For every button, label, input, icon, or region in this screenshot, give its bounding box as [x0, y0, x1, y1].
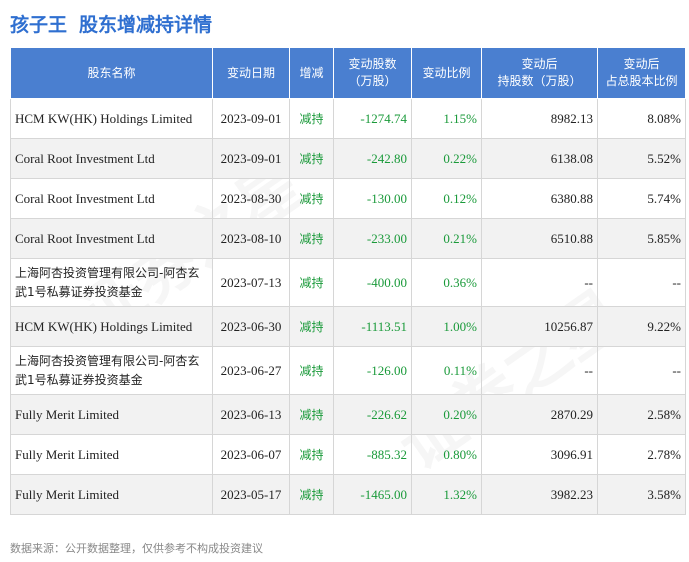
holder-name-cell: Coral Root Investment Ltd [10, 138, 213, 179]
stock-name: 孩子王 [10, 13, 68, 36]
holder-name-cell: Fully Merit Limited [10, 394, 213, 435]
change-ratio-cell: 0.36% [411, 258, 482, 307]
table-row[interactable]: Fully Merit Limited 2023-05-17 减持 -1465.00 1… [10, 474, 686, 515]
shares-after-cell: 10256.87 [481, 306, 598, 347]
change-date-cell: 2023-09-01 [212, 138, 290, 179]
change-shares-cell: -242.80 [333, 138, 412, 179]
change-ratio-cell: 0.11% [411, 346, 482, 395]
change-type-cell: 减持 [289, 434, 334, 475]
change-date-cell: 2023-07-13 [212, 258, 290, 307]
change-shares-cell: -1113.51 [333, 306, 412, 347]
change-type-cell: 减持 [289, 178, 334, 219]
change-shares-cell: -1465.00 [333, 474, 412, 515]
pct-after-cell: 8.08% [597, 98, 686, 139]
table-header-row: 股东名称 变动日期 增减 变动股数 （万股） 变动比例 变动后 持股数（万股） 变动… [10, 47, 686, 99]
change-type-cell: 减持 [289, 394, 334, 435]
change-type-cell: 减持 [289, 346, 334, 395]
change-ratio-cell: 0.22% [411, 138, 482, 179]
table-row[interactable]: 上海阿杏投资管理有限公司-阿杏玄武1号私募证券投资基金 2023-06-27 减持 -… [10, 346, 686, 395]
change-shares-cell: -233.00 [333, 218, 412, 259]
holder-name-cell: Coral Root Investment Ltd [10, 218, 213, 259]
shares-after-cell: 2870.29 [481, 394, 598, 435]
col-ratio[interactable]: 变动比例 [411, 47, 482, 99]
change-type-cell: 减持 [289, 258, 334, 307]
shares-after-cell: 6510.88 [481, 218, 598, 259]
change-shares-cell: -1274.74 [333, 98, 412, 139]
holder-name-cell: 上海阿杏投资管理有限公司-阿杏玄武1号私募证券投资基金 [10, 258, 213, 307]
shares-after-cell: -- [481, 346, 598, 395]
holder-name-cell: Fully Merit Limited [10, 474, 213, 515]
change-type-cell: 减持 [289, 98, 334, 139]
change-shares-cell: -400.00 [333, 258, 412, 307]
change-ratio-cell: 1.32% [411, 474, 482, 515]
change-date-cell: 2023-08-30 [212, 178, 290, 219]
shares-after-cell: 3096.91 [481, 434, 598, 475]
pct-after-cell: 3.58% [597, 474, 686, 515]
change-date-cell: 2023-06-07 [212, 434, 290, 475]
change-ratio-cell: 0.20% [411, 394, 482, 435]
change-type-cell: 减持 [289, 218, 334, 259]
data-source-note: 数据来源：公开数据整理，仅供参考不构成投资建议 [10, 542, 263, 555]
table-row[interactable]: HCM KW(HK) Holdings Limited 2023-06-30 减持 -… [10, 306, 686, 347]
table-row[interactable]: HCM KW(HK) Holdings Limited 2023-09-01 减持 -… [10, 98, 686, 139]
change-ratio-cell: 1.00% [411, 306, 482, 347]
change-ratio-cell: 1.15% [411, 98, 482, 139]
col-date[interactable]: 变动日期 [212, 47, 290, 99]
change-date-cell: 2023-08-10 [212, 218, 290, 259]
col-holder[interactable]: 股东名称 [10, 47, 213, 99]
table-row[interactable]: Coral Root Investment Ltd 2023-08-10 减持 -23… [10, 218, 686, 259]
pct-after-cell: -- [597, 346, 686, 395]
change-date-cell: 2023-05-17 [212, 474, 290, 515]
change-shares-cell: -226.62 [333, 394, 412, 435]
holder-name-cell: 上海阿杏投资管理有限公司-阿杏玄武1号私募证券投资基金 [10, 346, 213, 395]
pct-after-cell: -- [597, 258, 686, 307]
change-date-cell: 2023-06-13 [212, 394, 290, 435]
shares-after-cell: -- [481, 258, 598, 307]
col-type[interactable]: 增减 [289, 47, 334, 99]
page-title: 股东增减持详情 [79, 13, 213, 36]
table-row[interactable]: Fully Merit Limited 2023-06-07 减持 -885.32 0.… [10, 434, 686, 475]
col-after[interactable]: 变动后 持股数（万股） [481, 47, 598, 99]
pct-after-cell: 5.85% [597, 218, 686, 259]
holder-name-cell: Fully Merit Limited [10, 434, 213, 475]
col-shares[interactable]: 变动股数 （万股） [333, 47, 412, 99]
pct-after-cell: 2.58% [597, 394, 686, 435]
change-ratio-cell: 0.12% [411, 178, 482, 219]
holder-name-cell: HCM KW(HK) Holdings Limited [10, 98, 213, 139]
change-ratio-cell: 0.80% [411, 434, 482, 475]
table-row[interactable]: Coral Root Investment Ltd 2023-09-01 减持 -24… [10, 138, 686, 179]
holder-change-table: 股东名称 变动日期 增减 变动股数 （万股） 变动比例 变动后 持股数（万股） 变动… [10, 47, 686, 515]
pct-after-cell: 5.74% [597, 178, 686, 219]
holder-name-cell: Coral Root Investment Ltd [10, 178, 213, 219]
change-ratio-cell: 0.21% [411, 218, 482, 259]
table-row[interactable]: Fully Merit Limited 2023-06-13 减持 -226.62 0.… [10, 394, 686, 435]
shares-after-cell: 6380.88 [481, 178, 598, 219]
table-row[interactable]: 上海阿杏投资管理有限公司-阿杏玄武1号私募证券投资基金 2023-07-13 减持 -… [10, 258, 686, 307]
holder-name-cell: HCM KW(HK) Holdings Limited [10, 306, 213, 347]
change-shares-cell: -885.32 [333, 434, 412, 475]
pct-after-cell: 9.22% [597, 306, 686, 347]
change-date-cell: 2023-06-30 [212, 306, 290, 347]
change-date-cell: 2023-06-27 [212, 346, 290, 395]
page-header: 孩子王 股东增减持详情 [10, 8, 212, 38]
change-type-cell: 减持 [289, 306, 334, 347]
change-type-cell: 减持 [289, 474, 334, 515]
pct-after-cell: 2.78% [597, 434, 686, 475]
change-shares-cell: -126.00 [333, 346, 412, 395]
change-type-cell: 减持 [289, 138, 334, 179]
col-pct[interactable]: 变动后 占总股本比例 [597, 47, 686, 99]
shares-after-cell: 6138.08 [481, 138, 598, 179]
table-row[interactable]: Coral Root Investment Ltd 2023-08-30 减持 -13… [10, 178, 686, 219]
shares-after-cell: 8982.13 [481, 98, 598, 139]
pct-after-cell: 5.52% [597, 138, 686, 179]
shares-after-cell: 3982.23 [481, 474, 598, 515]
change-shares-cell: -130.00 [333, 178, 412, 219]
change-date-cell: 2023-09-01 [212, 98, 290, 139]
